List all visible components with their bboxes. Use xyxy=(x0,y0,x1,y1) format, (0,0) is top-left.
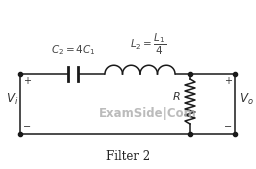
Text: $V_i$: $V_i$ xyxy=(6,91,18,106)
Text: ExamSide|Com: ExamSide|Com xyxy=(99,107,197,120)
Text: $L_2 = \dfrac{L_1}{4}$: $L_2 = \dfrac{L_1}{4}$ xyxy=(130,32,166,57)
Text: Filter 2: Filter 2 xyxy=(106,150,150,163)
Text: $C_2 = 4C_1$: $C_2 = 4C_1$ xyxy=(51,43,95,57)
Text: −: − xyxy=(224,122,232,132)
Text: $V_o$: $V_o$ xyxy=(239,91,254,106)
Text: $R$: $R$ xyxy=(172,90,181,102)
Text: +: + xyxy=(23,76,31,86)
Text: +: + xyxy=(224,76,232,86)
Text: −: − xyxy=(23,122,31,132)
